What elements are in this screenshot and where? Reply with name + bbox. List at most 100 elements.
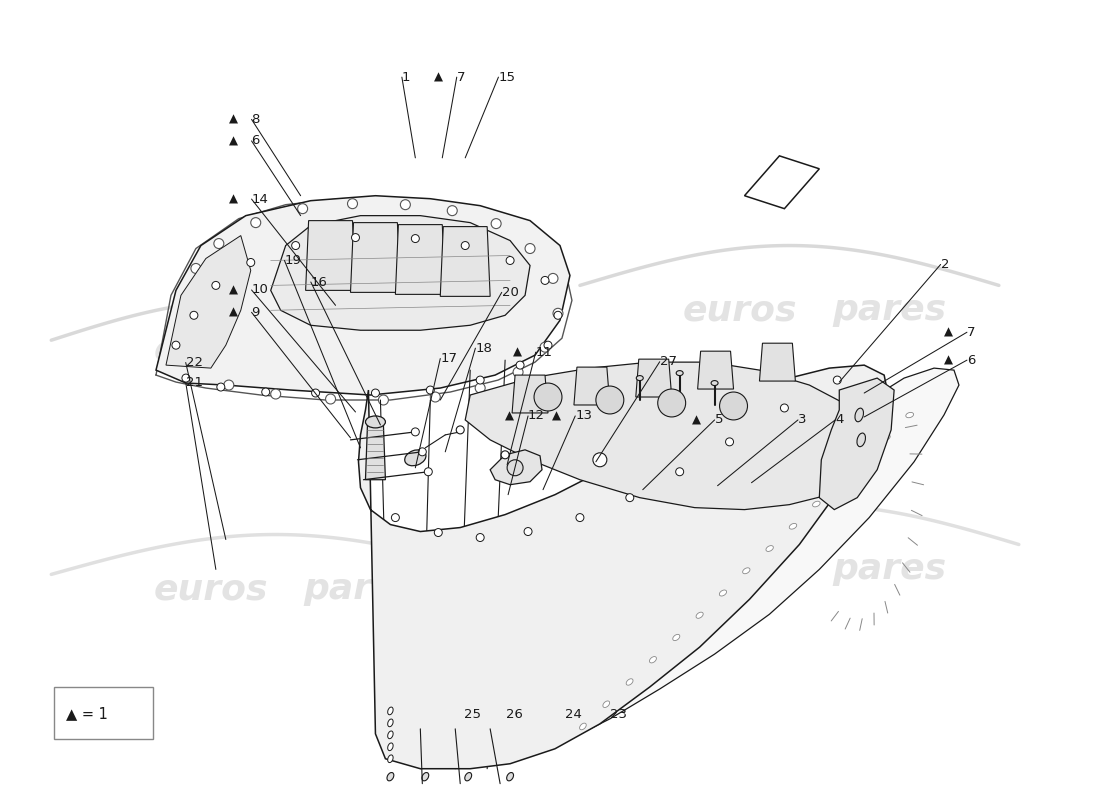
Ellipse shape — [405, 450, 426, 466]
Ellipse shape — [465, 773, 472, 781]
Circle shape — [372, 389, 379, 397]
Text: ▲: ▲ — [229, 134, 238, 147]
Text: 1: 1 — [402, 70, 410, 84]
Ellipse shape — [766, 546, 773, 551]
Text: pares: pares — [294, 333, 408, 367]
FancyBboxPatch shape — [54, 687, 153, 739]
Circle shape — [246, 258, 255, 266]
Text: 20: 20 — [502, 286, 518, 299]
Ellipse shape — [905, 413, 914, 418]
Text: 9: 9 — [252, 306, 260, 319]
Polygon shape — [745, 156, 820, 209]
Text: euros: euros — [154, 333, 268, 367]
Polygon shape — [820, 378, 894, 510]
Circle shape — [513, 367, 524, 377]
Ellipse shape — [636, 375, 644, 381]
Circle shape — [475, 383, 485, 393]
Polygon shape — [513, 375, 548, 413]
Circle shape — [298, 204, 308, 214]
Polygon shape — [491, 450, 542, 485]
Text: euros: euros — [682, 553, 796, 586]
Text: ▲: ▲ — [513, 346, 521, 358]
Text: 15: 15 — [498, 70, 516, 84]
Circle shape — [392, 514, 399, 522]
Text: 11: 11 — [536, 346, 552, 358]
Text: 27: 27 — [660, 355, 676, 368]
Circle shape — [292, 242, 299, 250]
Circle shape — [780, 404, 789, 412]
Circle shape — [311, 389, 320, 397]
Text: ▲: ▲ — [229, 283, 238, 297]
Polygon shape — [636, 359, 672, 397]
Circle shape — [491, 218, 502, 229]
Circle shape — [400, 200, 410, 210]
Ellipse shape — [857, 433, 866, 446]
Circle shape — [476, 534, 484, 542]
Circle shape — [540, 342, 550, 352]
Ellipse shape — [603, 701, 609, 707]
Circle shape — [378, 395, 388, 405]
Circle shape — [430, 392, 440, 402]
Circle shape — [675, 468, 684, 476]
Text: 23: 23 — [610, 708, 627, 721]
Ellipse shape — [836, 479, 844, 485]
Circle shape — [217, 383, 224, 391]
Text: ▲: ▲ — [229, 306, 238, 319]
Text: 19: 19 — [285, 254, 301, 267]
Ellipse shape — [365, 416, 385, 428]
Circle shape — [411, 428, 419, 436]
Circle shape — [418, 448, 427, 456]
Text: 16: 16 — [311, 275, 328, 289]
Circle shape — [182, 374, 190, 382]
Text: 10: 10 — [252, 283, 268, 297]
Ellipse shape — [422, 773, 429, 781]
Ellipse shape — [719, 590, 727, 596]
Circle shape — [348, 198, 358, 209]
Text: 5: 5 — [715, 414, 723, 426]
Text: ▲: ▲ — [229, 113, 238, 126]
Circle shape — [352, 234, 360, 242]
Circle shape — [548, 274, 558, 283]
Polygon shape — [166, 235, 251, 368]
Ellipse shape — [626, 678, 632, 685]
Ellipse shape — [580, 723, 586, 730]
Text: ▲: ▲ — [552, 410, 561, 422]
Polygon shape — [365, 425, 385, 480]
Ellipse shape — [859, 457, 867, 462]
Circle shape — [658, 389, 685, 417]
Ellipse shape — [855, 408, 864, 422]
Ellipse shape — [387, 719, 393, 726]
Text: 18: 18 — [475, 342, 493, 354]
Circle shape — [456, 426, 464, 434]
Polygon shape — [574, 367, 609, 405]
Text: 6: 6 — [967, 354, 976, 366]
Circle shape — [190, 311, 198, 319]
Circle shape — [170, 350, 180, 360]
Ellipse shape — [882, 434, 890, 440]
Text: ▲: ▲ — [692, 414, 701, 426]
Text: 26: 26 — [506, 708, 522, 721]
Ellipse shape — [387, 773, 394, 781]
Ellipse shape — [813, 502, 821, 507]
Polygon shape — [156, 196, 570, 395]
Circle shape — [251, 218, 261, 228]
Circle shape — [506, 257, 514, 265]
Circle shape — [172, 342, 180, 349]
Text: 13: 13 — [575, 410, 592, 422]
Polygon shape — [359, 365, 889, 769]
Circle shape — [719, 392, 748, 420]
Text: 7: 7 — [967, 326, 976, 338]
Circle shape — [271, 389, 281, 399]
Circle shape — [516, 361, 524, 369]
Circle shape — [425, 468, 432, 476]
Text: ▲: ▲ — [433, 70, 443, 84]
Ellipse shape — [387, 755, 393, 762]
Ellipse shape — [387, 743, 393, 750]
Ellipse shape — [387, 731, 393, 738]
Circle shape — [326, 394, 336, 404]
Text: 24: 24 — [565, 708, 582, 721]
Polygon shape — [465, 362, 874, 510]
Text: 3: 3 — [798, 414, 806, 426]
Circle shape — [213, 238, 223, 249]
Text: ▲: ▲ — [229, 193, 238, 206]
